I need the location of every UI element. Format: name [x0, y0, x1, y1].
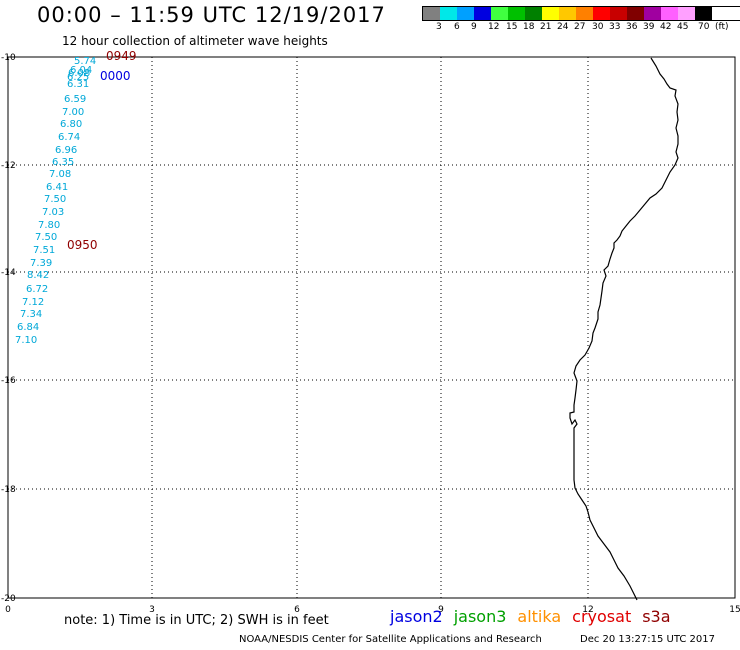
wave-height-label: 7.51: [33, 245, 55, 256]
legend-labels: 3 6 9 12 15 18 21 24 27 30 33 36 39 42 45 70 (ft): [422, 21, 740, 35]
wave-height-label: 7.08: [49, 169, 71, 180]
wave-height-label: 6.08: [68, 68, 90, 79]
wave-height-label: 7.12: [22, 297, 44, 308]
legend-swatches: [422, 6, 740, 21]
wave-height-label: 8.42: [27, 270, 49, 281]
legend-swatch: [491, 7, 508, 20]
legend-swatch: [457, 7, 474, 20]
legend-swatch: [695, 7, 712, 20]
legend-label: 27: [574, 22, 586, 32]
footer-agency: NOAA/NESDIS Center for Satellite Applica…: [239, 634, 542, 645]
legend-swatch: [644, 7, 661, 20]
x-tick-label: 15: [729, 605, 740, 615]
wave-height-label: 7.39: [30, 258, 52, 269]
time-labels: 0949 0000 0950: [67, 49, 137, 252]
legend-label: 30: [592, 22, 604, 32]
legend-swatch: [678, 7, 695, 20]
color-legend: 3 6 9 12 15 18 21 24 27 30 33 36 39 42 45 70 (ft): [422, 6, 740, 35]
wave-height-label: 7.00: [62, 107, 84, 118]
wave-height-label: 6.59: [64, 94, 86, 105]
wave-height-label: 7.50: [44, 194, 66, 205]
y-tick-label: -20: [1, 594, 16, 604]
coastline: [569, 57, 679, 601]
legend-label: 24: [557, 22, 569, 32]
x-tick-label: 0: [5, 605, 11, 615]
x-tick-label: 9: [438, 605, 444, 615]
legend-label: 36: [626, 22, 638, 32]
satellite-jason2: jason2: [390, 607, 443, 626]
pass-time-label: 0950: [67, 238, 98, 252]
legend-swatch: [440, 7, 457, 20]
satellite-s3a: s3a: [642, 607, 671, 626]
x-tick-label: 3: [149, 605, 155, 615]
wave-height-label: 6.74: [58, 132, 80, 143]
legend-label: 6: [454, 22, 460, 32]
wave-height-label: 6.41: [46, 182, 68, 193]
legend-swatch: [559, 7, 576, 20]
legend-label: 33: [609, 22, 621, 32]
pass-time-label: 0949: [106, 49, 137, 63]
map-frame: [7, 56, 736, 599]
legend-label: 3: [436, 22, 442, 32]
legend-swatch: [576, 7, 593, 20]
legend-label: 39: [643, 22, 655, 32]
wave-height-label: 7.03: [42, 207, 64, 218]
wave-labels: 5.746.046.086.256.31 6.59 7.006.80 6.74 6.96…: [15, 56, 96, 346]
wave-height-label: 6.35: [52, 157, 74, 168]
x-tick-label: 12: [582, 605, 593, 615]
legend-swatch: [610, 7, 627, 20]
satellite-jason3: jason3: [453, 607, 507, 626]
satellite-altika: altika: [517, 607, 562, 626]
y-tick-label: -10: [1, 53, 16, 63]
x-tick-label: 6: [294, 605, 300, 615]
wave-height-label: 5.74: [74, 56, 96, 67]
legend-label: 42: [660, 22, 672, 32]
legend-swatch: [542, 7, 559, 20]
legend-swatch: [661, 7, 678, 20]
legend-swatch: [525, 7, 542, 20]
y-tick-label: -12: [1, 161, 16, 171]
chart-subtitle: 12 hour collection of altimeter wave hei…: [62, 34, 328, 48]
chart-title: 00:00 – 11:59 UTC 12/19/2017: [37, 3, 386, 27]
wave-height-label: 6.72: [26, 284, 48, 295]
y-tick-label: -14: [1, 268, 16, 278]
legend-swatch: [627, 7, 644, 20]
legend-label: 21: [540, 22, 552, 32]
wave-height-label: 6.31: [67, 79, 89, 90]
legend-label: 45: [677, 22, 689, 32]
pass-time-label: 0000: [100, 69, 131, 83]
satellite-legend: jason2 jason3 altika cryosat s3a: [390, 607, 682, 626]
footer-timestamp: Dec 20 13:27:15 UTC 2017: [580, 634, 715, 645]
legend-swatch: [593, 7, 610, 20]
wave-height-label: 6.04: [70, 65, 92, 76]
wave-height-label: 7.34: [20, 309, 42, 320]
y-tick-label: -18: [1, 485, 16, 495]
satellite-cryosat: cryosat: [572, 607, 632, 626]
wave-height-label: 6.84: [17, 322, 39, 333]
wave-height-label: 6.25: [67, 72, 89, 83]
note-text: note: 1) Time is in UTC; 2) SWH is in fe…: [64, 613, 329, 628]
legend-label: (ft): [715, 22, 729, 32]
legend-label: 70: [698, 22, 710, 32]
wave-height-label: 6.80: [60, 119, 82, 130]
legend-label: 12: [488, 22, 500, 32]
legend-label: 18: [523, 22, 535, 32]
wave-height-label: 7.10: [15, 335, 37, 346]
wave-height-label: 7.80: [38, 220, 60, 231]
map-grid: 0 3 6 9 12 15 -10 -12 -14 -16 -18 -20: [1, 53, 740, 615]
y-tick-label: -16: [1, 376, 16, 386]
legend-swatch: [423, 7, 440, 20]
wave-height-label: 6.96: [55, 145, 77, 156]
legend-swatch: [508, 7, 525, 20]
legend-label: 9: [471, 22, 477, 32]
legend-swatch: [474, 7, 491, 20]
wave-height-label: 7.50: [35, 232, 57, 243]
legend-label: 15: [506, 22, 518, 32]
